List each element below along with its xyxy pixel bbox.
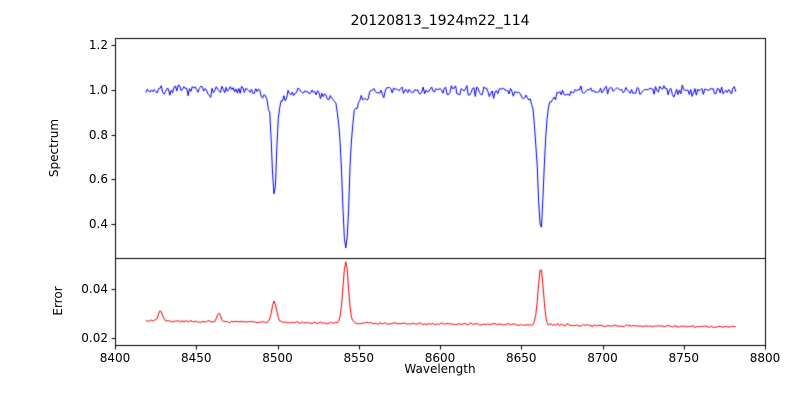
- x-tick-label: 8450: [180, 351, 212, 365]
- x-tick-label: 8600: [424, 351, 456, 365]
- x-tick-label: 8750: [668, 351, 700, 365]
- y-tick-label-spectrum: 1.2: [88, 37, 108, 52]
- y-axis-label-error: Error: [51, 286, 65, 316]
- x-tick-label: 8700: [587, 351, 618, 365]
- y-tick-label-error: 0.02: [81, 330, 108, 345]
- y-tick-label-spectrum: 0.6: [88, 172, 108, 187]
- y-tick-label-spectrum: 0.8: [88, 127, 108, 142]
- y-axis-label-spectrum: Spectrum: [47, 118, 61, 178]
- y-tick-label-spectrum: 0.4: [88, 217, 108, 232]
- y-tick-label-spectrum: 1.0: [88, 82, 108, 97]
- chart-title: 20120813_1924m22_114: [350, 13, 530, 29]
- y-tick-label-error: 0.04: [81, 282, 108, 297]
- x-tick-label: 8800: [749, 351, 781, 365]
- x-axis-label: Wavelength: [404, 362, 476, 376]
- x-tick-label: 8500: [262, 351, 293, 365]
- x-tick-label: 8550: [343, 351, 375, 365]
- x-tick-label: 8400: [99, 351, 131, 365]
- x-tick-label: 8650: [505, 351, 537, 365]
